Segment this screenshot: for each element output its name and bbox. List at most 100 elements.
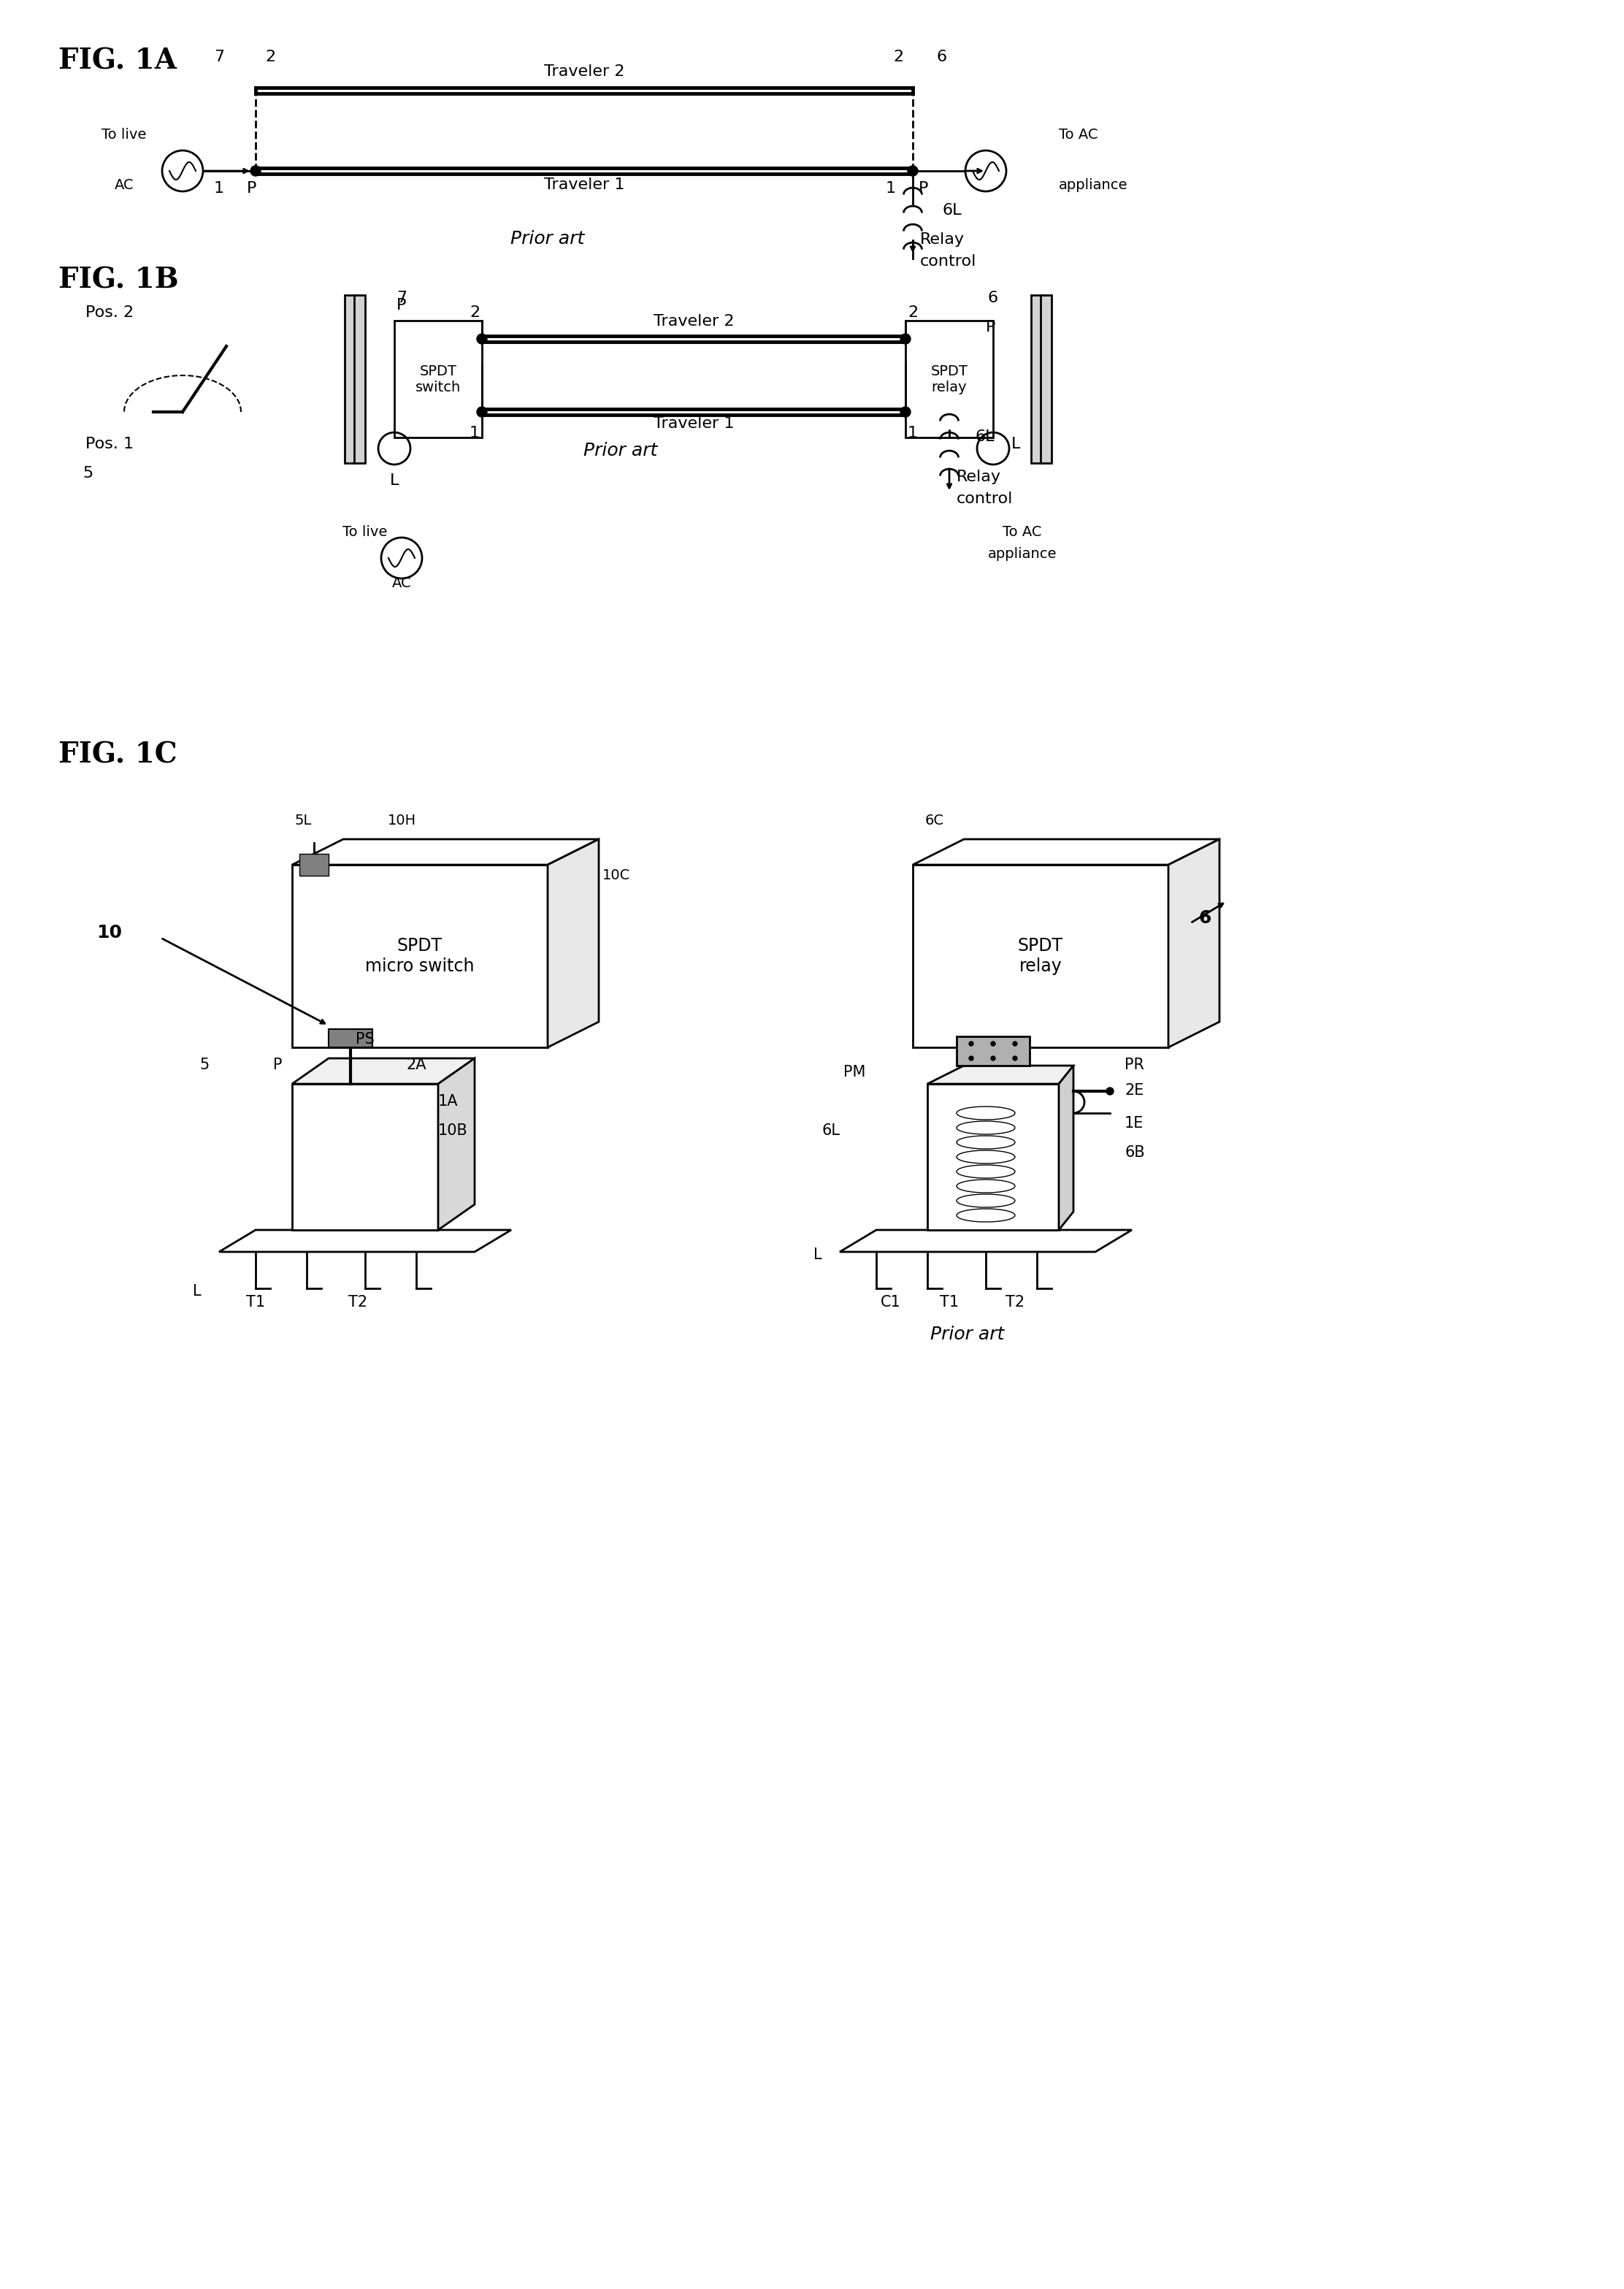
Circle shape [900, 334, 911, 343]
Text: 5: 5 [83, 467, 93, 481]
Text: SPDT
relay: SPDT relay [1018, 936, 1064, 975]
Polygon shape [292, 840, 599, 865]
Circle shape [970, 1041, 973, 1046]
Polygon shape [927, 1085, 1059, 1229]
Text: appliance: appliance [1059, 179, 1127, 192]
Text: 7: 7 [396, 291, 406, 304]
Text: 5: 5 [200, 1058, 209, 1071]
Text: 1E: 1E [1124, 1117, 1143, 1131]
Circle shape [908, 165, 918, 176]
Text: L: L [390, 474, 400, 488]
Text: SPDT
switch: SPDT switch [416, 364, 461, 394]
Text: SPDT
relay: SPDT relay [931, 364, 968, 394]
Text: P: P [986, 320, 996, 334]
Text: 10: 10 [97, 925, 122, 941]
Text: Relay: Relay [957, 469, 1000, 485]
Text: 1: 1 [908, 426, 918, 439]
Polygon shape [840, 1229, 1132, 1252]
Text: appliance: appliance [987, 547, 1057, 561]
Text: FIG. 1A: FIG. 1A [58, 46, 177, 76]
Text: 6L: 6L [974, 430, 994, 444]
Bar [328, 1030, 372, 1048]
Text: 2: 2 [265, 50, 276, 64]
Text: PR: PR [1124, 1058, 1145, 1071]
Circle shape [970, 1055, 973, 1060]
Text: L: L [814, 1248, 822, 1261]
Text: Relay: Relay [921, 231, 965, 247]
Circle shape [991, 1055, 996, 1060]
Text: 1: 1 [214, 181, 224, 197]
Bar [395, 320, 482, 437]
Circle shape [477, 334, 487, 343]
Text: 6: 6 [1199, 909, 1212, 927]
Text: Prior art: Prior art [583, 442, 658, 460]
Text: Pos. 2: Pos. 2 [86, 304, 133, 320]
Text: SPDT
micro switch: SPDT micro switch [365, 936, 474, 975]
Circle shape [991, 1041, 996, 1046]
Text: Traveler 1: Traveler 1 [544, 179, 625, 192]
Text: P: P [247, 181, 257, 197]
Text: PS: PS [356, 1032, 375, 1046]
Text: control: control [957, 492, 1013, 506]
Text: 1A: 1A [438, 1094, 458, 1108]
Text: FIG. 1C: FIG. 1C [58, 742, 177, 769]
Text: To AC: To AC [1059, 128, 1098, 142]
Text: 1: 1 [885, 181, 896, 197]
Text: T1: T1 [247, 1296, 265, 1309]
Circle shape [1013, 1055, 1017, 1060]
Polygon shape [292, 1085, 438, 1229]
Bar [906, 320, 994, 437]
Text: L: L [1012, 437, 1020, 451]
Text: 6: 6 [987, 291, 999, 304]
Polygon shape [1059, 1067, 1073, 1229]
Text: AC: AC [391, 577, 411, 591]
Text: 10B: 10B [438, 1124, 468, 1138]
Text: 2A: 2A [406, 1058, 425, 1071]
Text: 2: 2 [893, 50, 903, 64]
Circle shape [250, 165, 261, 176]
Bar [1031, 295, 1043, 462]
Text: T2: T2 [1005, 1296, 1025, 1309]
Text: 10H: 10H [388, 813, 416, 829]
Text: C1: C1 [880, 1296, 901, 1309]
Text: T2: T2 [348, 1296, 367, 1309]
Text: T1: T1 [940, 1296, 958, 1309]
Text: PM: PM [843, 1064, 866, 1080]
Polygon shape [547, 840, 599, 1048]
Circle shape [1106, 1087, 1114, 1094]
Bar [344, 295, 356, 462]
Polygon shape [1168, 840, 1220, 1048]
Text: To AC: To AC [1002, 524, 1043, 538]
Polygon shape [927, 1067, 1073, 1085]
Circle shape [1013, 1041, 1017, 1046]
Text: Prior art: Prior art [931, 1325, 1005, 1344]
Text: 7: 7 [214, 50, 224, 64]
Text: 2: 2 [908, 304, 918, 320]
Bar [354, 295, 365, 462]
Bar [1041, 295, 1051, 462]
Text: P: P [919, 181, 929, 197]
Polygon shape [292, 1058, 474, 1085]
Text: AC: AC [114, 179, 133, 192]
Text: 1: 1 [469, 426, 479, 439]
Text: To live: To live [343, 524, 388, 538]
Polygon shape [913, 840, 1220, 865]
Circle shape [900, 407, 911, 417]
Text: 6: 6 [937, 50, 947, 64]
Text: Traveler 2: Traveler 2 [653, 314, 734, 330]
Text: control: control [921, 254, 976, 268]
Text: 5L: 5L [294, 813, 312, 829]
Text: P: P [396, 298, 406, 314]
Text: To live: To live [102, 128, 146, 142]
Circle shape [477, 407, 487, 417]
Text: 6L: 6L [942, 204, 961, 217]
Text: Traveler 1: Traveler 1 [653, 417, 734, 430]
Text: Prior art: Prior art [510, 231, 585, 247]
Text: L: L [193, 1284, 201, 1298]
Bar [913, 865, 1168, 1048]
Text: 6L: 6L [822, 1124, 840, 1138]
Text: P: P [273, 1058, 283, 1071]
Bar [299, 854, 328, 877]
Text: Traveler 2: Traveler 2 [544, 64, 625, 78]
Bar [292, 865, 547, 1048]
